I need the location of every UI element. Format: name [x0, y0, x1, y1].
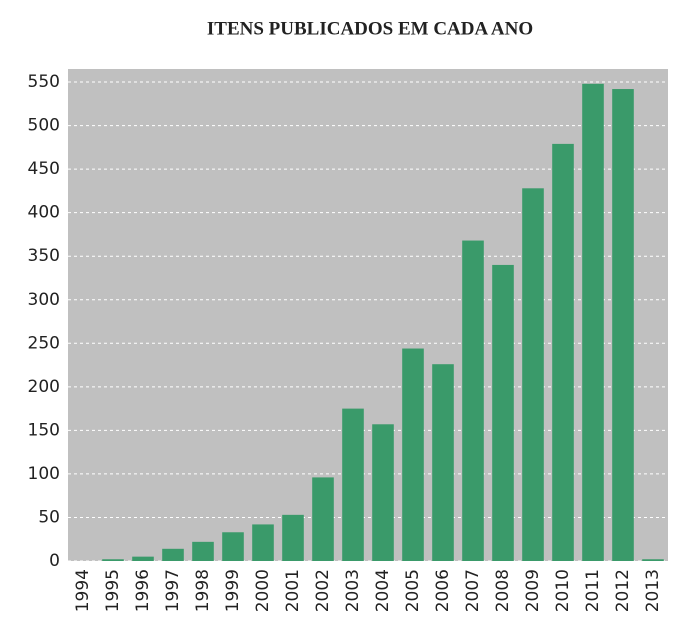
y-tick-label: 300 — [28, 290, 60, 310]
bar — [312, 477, 334, 561]
bar — [132, 556, 154, 561]
plot-area — [68, 69, 668, 561]
bar — [222, 532, 244, 561]
y-tick-label: 100 — [28, 464, 60, 484]
x-tick-label: 1994 — [73, 569, 93, 612]
bar — [522, 188, 544, 561]
x-tick-label: 2001 — [283, 569, 303, 612]
y-tick-label: 250 — [28, 333, 60, 353]
bar — [492, 264, 514, 561]
x-tick-label: 1996 — [133, 569, 153, 612]
y-tick-label: 50 — [38, 507, 60, 527]
x-tick-label: 2008 — [493, 569, 513, 612]
y-tick-label: 550 — [28, 72, 60, 92]
bar — [342, 408, 364, 561]
bar — [582, 83, 604, 562]
bar — [612, 89, 634, 561]
y-tick-label: 200 — [28, 377, 60, 397]
x-tick-label: 2004 — [373, 569, 393, 612]
y-tick-label: 350 — [28, 246, 60, 266]
x-tick-label: 2009 — [523, 569, 543, 612]
bar — [252, 524, 274, 561]
x-tick-label: 1995 — [103, 569, 123, 612]
x-tick-label: 2005 — [403, 569, 423, 612]
y-tick-label: 0 — [49, 551, 60, 571]
x-tick-label: 2003 — [343, 569, 363, 612]
bar — [462, 240, 484, 561]
y-tick-label: 400 — [28, 203, 60, 223]
bar — [432, 364, 454, 561]
x-tick-label: 2007 — [463, 569, 483, 612]
bar — [372, 424, 394, 561]
bar — [642, 559, 664, 561]
x-tick-label: 2012 — [613, 569, 633, 612]
x-tick-label: 2002 — [313, 569, 333, 612]
bar — [102, 559, 124, 561]
x-tick-label: 2013 — [643, 569, 663, 612]
chart-title: ITENS PUBLICADOS EM CADA ANO — [207, 18, 533, 39]
x-tick-label: 1998 — [193, 569, 213, 612]
x-tick-label: 2006 — [433, 569, 453, 612]
bar — [402, 348, 424, 561]
bar — [162, 548, 184, 561]
y-tick-label: 500 — [28, 116, 60, 136]
y-tick-label: 150 — [28, 420, 60, 440]
y-tick-label: 450 — [28, 159, 60, 179]
x-tick-label: 1999 — [223, 569, 243, 612]
bar — [552, 143, 574, 561]
x-tick-label: 2010 — [553, 569, 573, 612]
bar — [192, 541, 214, 561]
bar — [282, 514, 304, 561]
x-tick-label: 2011 — [583, 569, 603, 612]
x-tick-label: 1997 — [163, 569, 183, 612]
x-tick-label: 2000 — [253, 569, 273, 612]
